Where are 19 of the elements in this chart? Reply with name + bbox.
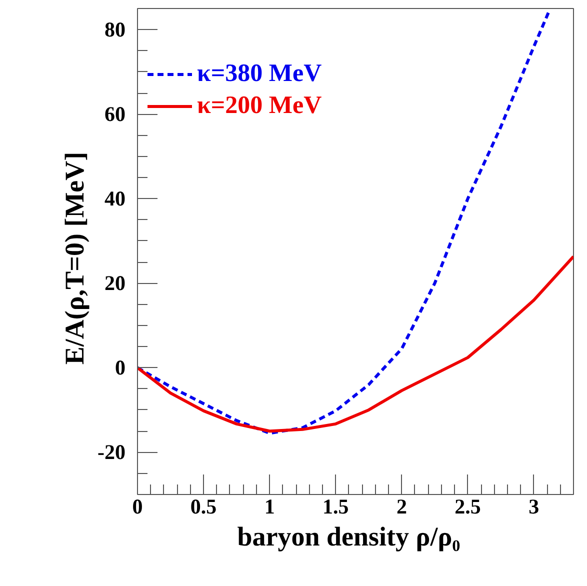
- x-tick-label: 0: [132, 494, 143, 518]
- x-tick-label: 3: [528, 494, 540, 518]
- y-tick-label: 20: [104, 271, 126, 296]
- x-tick-label: 1: [264, 494, 275, 518]
- y-tick-label: 40: [104, 186, 126, 211]
- y-axis-title: E/A(ρ,T=0) [MeV]: [60, 152, 90, 365]
- line-series: [138, 255, 574, 433]
- y-tick-label: 80: [104, 18, 126, 42]
- legend-label: κ=200 MeV: [197, 92, 322, 120]
- y-tick-label: -20: [98, 440, 126, 464]
- x-axis-title: baryon density ρ/ρ₀: [237, 522, 460, 552]
- legend-label: κ=380 MeV: [197, 60, 322, 88]
- x-tick-label: 0.5: [190, 494, 217, 518]
- y-tick-label: 60: [104, 102, 126, 126]
- x-tick-label: 1.5: [322, 494, 349, 518]
- line-series: [138, 11, 550, 435]
- y-tick-label: 0: [115, 356, 126, 380]
- x-tick-label: 2: [396, 494, 407, 518]
- x-tick-label: 2.5: [454, 494, 481, 518]
